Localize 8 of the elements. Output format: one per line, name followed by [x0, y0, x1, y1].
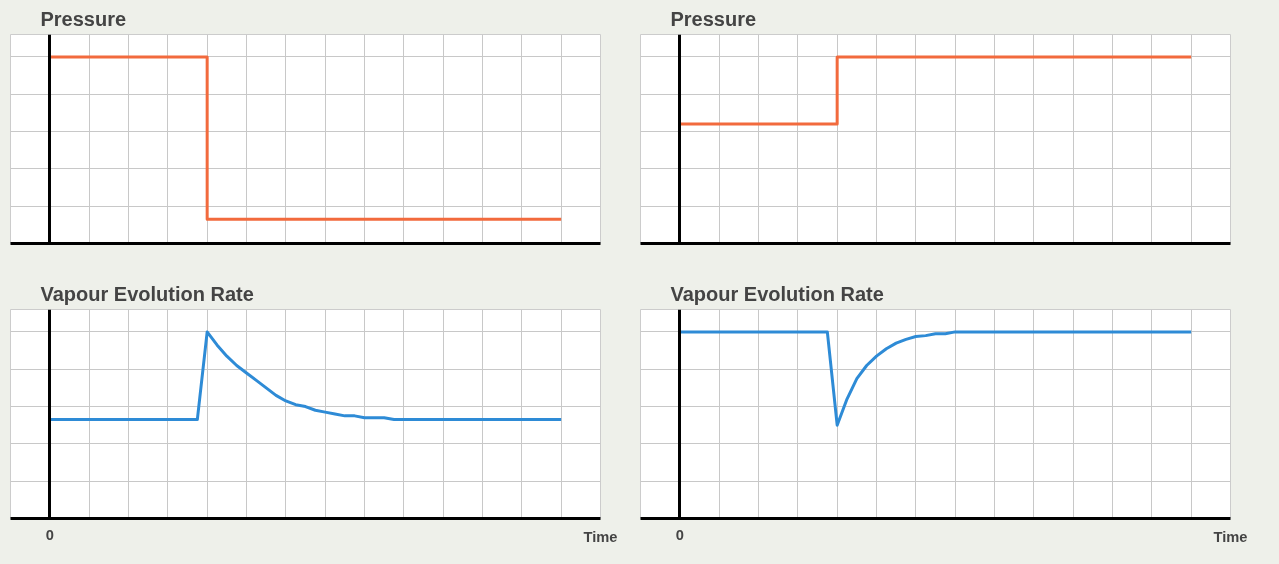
x-axis-title: Time	[1213, 528, 1248, 545]
text: 0	[45, 526, 54, 543]
text: 0	[675, 526, 684, 543]
x-axis-title: Time	[583, 528, 618, 545]
chart-title: Pressure	[670, 7, 757, 30]
chart-title: Pressure	[40, 7, 127, 30]
chart-title: Vapour Evolution Rate	[670, 282, 884, 305]
chart-title: Vapour Evolution Rate	[40, 282, 254, 305]
